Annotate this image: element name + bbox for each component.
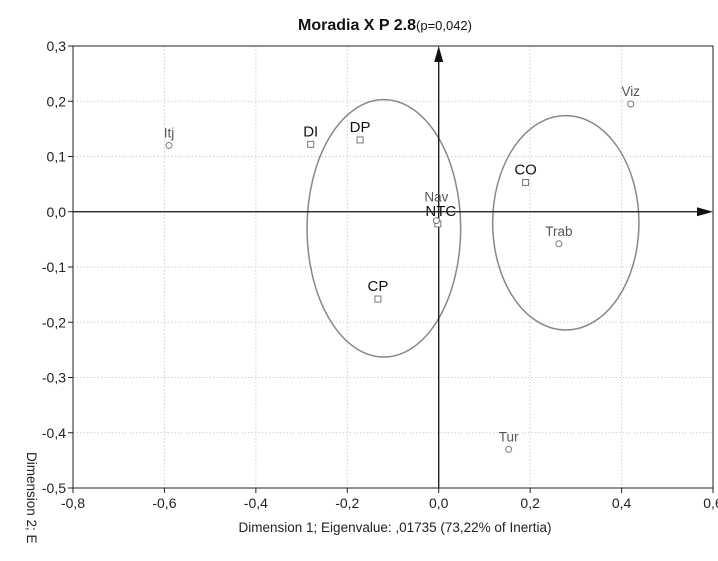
chart-title: Moradia X P 2.8(p=0,042)	[298, 17, 472, 34]
grid-layer	[73, 46, 713, 488]
point-label: CO	[514, 161, 537, 178]
x-tick-label: 0,0	[429, 495, 449, 511]
point-label: Tur	[499, 429, 519, 444]
point-label: DI	[303, 123, 318, 140]
point-marker-circle	[432, 217, 440, 225]
y-axis-label: Dimension 2; E	[24, 452, 39, 544]
point-label: Nav	[424, 190, 448, 205]
point-marker-circle	[627, 100, 635, 108]
chart-title-sub: (p=0,042)	[416, 18, 472, 33]
point-marker-circle	[505, 445, 513, 453]
x-tick-label: -0,8	[61, 495, 85, 511]
tick-layer: -0,8 -0,6 -0,4 -0,2 0,0 0,2 0,4 0,6 0,3 0,2 0,1 0,0…	[42, 38, 718, 511]
y-tick-label: 0,2	[47, 93, 67, 109]
y-tick-label: -0,5	[42, 480, 66, 496]
y-tick-label: -0,4	[42, 425, 66, 441]
x-axis-arrowhead	[697, 207, 713, 217]
y-tick-label: 0,0	[47, 204, 67, 220]
y-axis-arrowhead	[434, 46, 444, 62]
x-tick-label: -0,4	[244, 495, 268, 511]
point-label: CP	[367, 278, 388, 295]
y-tick-label: 0,3	[47, 38, 67, 54]
x-tick-label: 0,2	[520, 495, 540, 511]
point-marker-square	[374, 295, 382, 303]
cluster-ellipse	[306, 98, 462, 358]
point-marker-circle	[555, 240, 563, 248]
ellipse-layer	[306, 98, 640, 358]
point-label: Itj	[164, 125, 175, 140]
point-marker-square	[356, 136, 364, 144]
axis-layer	[73, 46, 713, 488]
y-tick-label: -0,1	[42, 259, 66, 275]
point-marker-square	[522, 178, 530, 186]
x-tick-label: 0,4	[612, 495, 632, 511]
cluster-ellipse	[491, 114, 640, 331]
point-label: Viz	[621, 84, 640, 99]
point-marker-circle	[165, 141, 173, 149]
point-label: NTC	[425, 203, 456, 220]
point-label: DP	[350, 119, 371, 136]
y-tick-label: -0,2	[42, 314, 66, 330]
point-marker-square	[307, 140, 315, 148]
chart-title-main: Moradia X P 2.8	[298, 17, 416, 34]
x-tick-label: 0,6	[703, 495, 718, 511]
y-tick-label: -0,3	[42, 370, 66, 386]
x-axis-label: Dimension 1; Eigenvalue: ,01735 (73,22% …	[239, 520, 552, 535]
x-tick-label: -0,2	[335, 495, 359, 511]
point-label: Trab	[545, 224, 572, 239]
y-tick-label: 0,1	[47, 149, 67, 165]
x-tick-label: -0,6	[152, 495, 176, 511]
point-layer: DI DP NTC CO CP Itj Nav Viz Trab Tur	[164, 84, 640, 453]
